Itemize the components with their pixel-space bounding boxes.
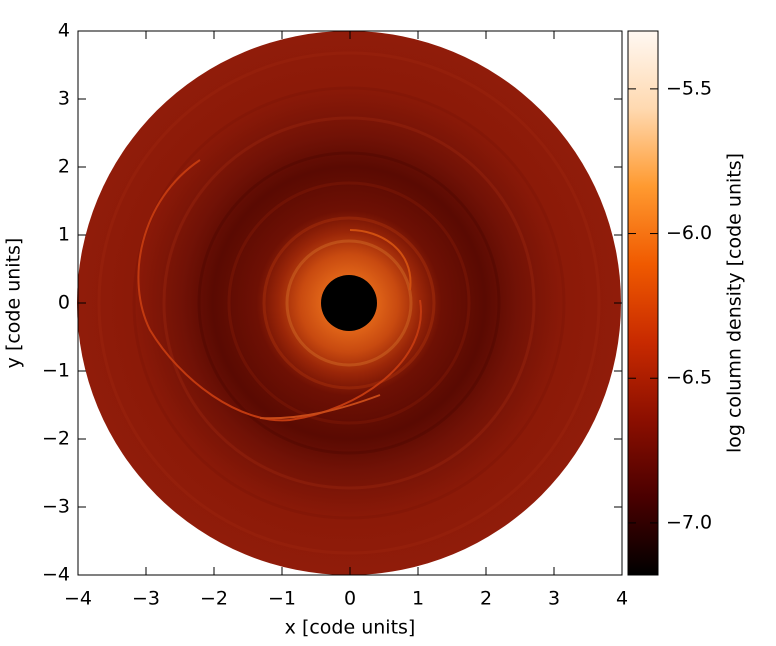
y-tick-label: 4 xyxy=(58,20,70,42)
colorbar-tick-label: −5.5 xyxy=(666,77,712,99)
y-tick-label: −1 xyxy=(42,360,70,382)
x-tick-label: 4 xyxy=(616,588,628,610)
y-tick-label: −2 xyxy=(42,428,70,450)
disk-image xyxy=(77,31,621,575)
colorbar-tick-label: −6.0 xyxy=(666,222,712,244)
x-tick-label: −1 xyxy=(268,588,296,610)
x-tick-label: 0 xyxy=(344,588,356,610)
colorbar xyxy=(627,30,659,576)
x-tick-label: 3 xyxy=(548,588,560,610)
y-tick-label: 1 xyxy=(58,224,70,246)
x-tick-label: 1 xyxy=(412,588,424,610)
x-tick-label: −3 xyxy=(132,588,160,610)
x-axis-label: x [code units] xyxy=(285,617,416,639)
y-axis-label: y [code units] xyxy=(3,238,25,369)
x-tick-label: −4 xyxy=(64,588,92,610)
colorbar-tick-label: −7.0 xyxy=(666,511,712,533)
y-tick-label: 0 xyxy=(58,292,70,314)
y-tick-label: −4 xyxy=(42,564,70,586)
y-tick-label: 2 xyxy=(58,156,70,178)
y-tick-label: −3 xyxy=(42,496,70,518)
x-tick-label: −2 xyxy=(200,588,228,610)
colorbar-tick-label: −6.5 xyxy=(666,367,712,389)
y-tick-label: 3 xyxy=(58,88,70,110)
colorbar-label: log column density [code units] xyxy=(724,153,746,453)
x-tick-label: 2 xyxy=(480,588,492,610)
